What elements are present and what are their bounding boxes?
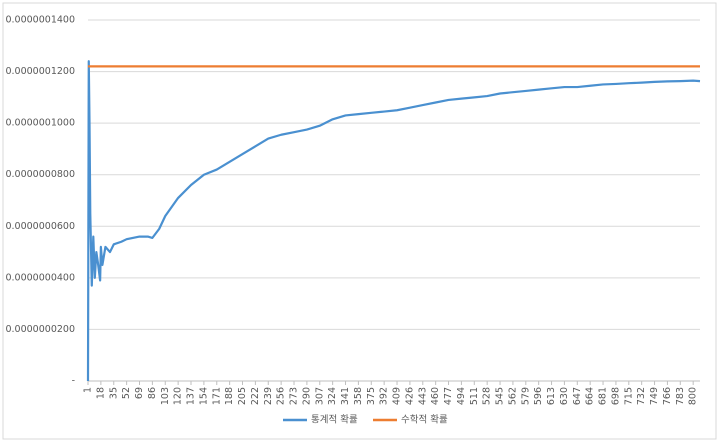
x-tick-label: 579 [520,387,531,405]
x-tick-label: 664 [585,387,596,405]
x-tick-label: 69 [134,387,145,399]
x-tick-label: 545 [495,387,506,405]
y-tick-label: 0.0000000400 [5,272,75,283]
y-tick-label: 0.0000001400 [5,15,75,26]
y-tick-label: 0.0000000800 [5,169,75,180]
x-tick-label: 562 [507,387,518,405]
x-tick-label: 647 [572,387,583,405]
x-tick-label: 1 [83,387,94,393]
x-tick-label: 324 [327,387,338,405]
x-tick-label: 375 [366,387,377,405]
x-tick-label: 511 [469,387,480,405]
x-tick-label: 222 [250,387,261,405]
x-tick-label: 698 [610,387,621,405]
x-tick-label: 715 [623,387,634,405]
x-tick-label: 528 [482,387,493,405]
x-tick-label: 188 [224,387,235,405]
x-tick-label: 409 [392,387,403,405]
x-tick-label: 137 [186,387,197,405]
chart-border [2,2,717,440]
x-tick-label: 256 [276,387,287,405]
x-tick-label: 154 [198,387,209,405]
x-tick-label: 494 [456,387,467,405]
x-tick-label: 171 [211,387,222,405]
x-tick-label: 120 [173,387,184,405]
y-tick-label: - [72,376,75,387]
x-tick-label: 290 [301,387,312,405]
legend-label: 수학적 확률 [401,414,448,426]
x-tick-label: 783 [675,387,686,405]
x-tick-label: 52 [121,387,132,399]
x-tick-label: 460 [430,387,441,405]
x-tick-label: 596 [533,387,544,405]
x-tick-label: 205 [237,387,248,405]
x-tick-label: 307 [314,387,325,405]
y-tick-label: 0.0000000600 [5,221,75,232]
x-tick-label: 392 [379,387,390,405]
x-tick-label: 477 [443,387,454,405]
y-tick-label: 0.0000000200 [5,324,75,335]
x-tick-label: 749 [649,387,660,405]
x-tick-label: 18 [95,387,106,399]
x-tick-label: 766 [662,387,673,405]
x-tick-label: 800 [688,387,699,405]
legend-label: 통계적 확률 [311,414,358,426]
x-tick-label: 630 [559,387,570,405]
y-tick-label: 0.0000001000 [5,118,75,129]
x-tick-label: 86 [147,387,158,399]
x-tick-label: 103 [160,387,171,405]
x-tick-label: 239 [263,387,274,405]
x-tick-label: 358 [353,387,364,405]
x-tick-label: 732 [636,387,647,405]
x-tick-label: 35 [108,387,119,399]
x-tick-label: 681 [598,387,609,405]
x-tick-label: 613 [546,387,557,405]
series-line [86,60,701,382]
x-tick-label: 341 [340,387,351,405]
x-tick-label: 426 [404,387,415,405]
x-tick-label: 443 [417,387,428,405]
y-tick-label: 0.0000001200 [5,66,75,77]
x-tick-label: 273 [289,387,300,405]
